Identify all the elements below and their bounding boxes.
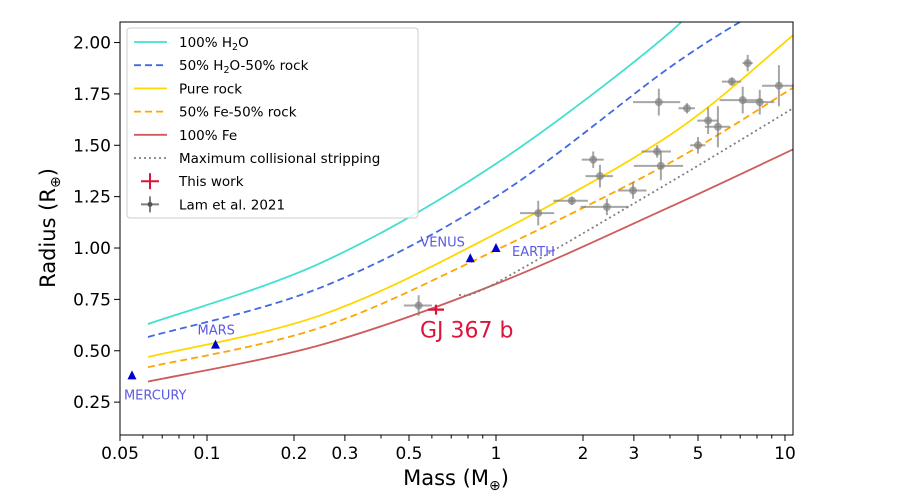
curve-5 [458,107,793,297]
legend-label: 100% H2O [179,35,249,53]
legend-swatch [147,201,153,207]
x-tick-label: 0.5 [395,444,422,464]
legend: 100% H2O 50% H2O-50% rock Pure rock 50% Fe-… [126,27,419,219]
y-tick-label: 0.50 [73,342,111,362]
legend-label: 50% Fe-50% rock [179,105,297,121]
y-axis-label: Radius (R⊕) [36,168,64,288]
marker [727,77,736,86]
lam2021-point [519,200,555,226]
planet-marker-venus [465,253,475,263]
lam2021-point [721,77,742,86]
x-tick-label: 1 [491,444,502,464]
y-tick-label: 1.75 [73,85,111,105]
x-tick-label: 0.05 [101,444,139,464]
lam2021-point [581,151,604,168]
y-tick-label: 1.25 [73,188,111,208]
lam2021-point [633,88,681,116]
marker [704,116,713,125]
planet-label-earth: EARTH [512,245,555,260]
y-tick-label: 0.25 [73,393,111,413]
lam2021-point [762,65,794,107]
legend-label: Pure rock [179,81,242,97]
lam2021-point [743,89,775,115]
legend-box [126,27,419,219]
marker [602,202,611,211]
x-axis-label: Mass (M⊕) [403,466,509,494]
lam2021-point [580,198,629,216]
x-tick-label: 3 [628,444,639,464]
model-curves [147,22,793,383]
planet-marker-mercury [127,370,137,380]
marker [656,161,665,170]
planet-label-mercury: MERCURY [124,388,187,403]
plot-frame [119,21,794,436]
planet-marker-earth [491,243,501,253]
marker [713,122,722,131]
marker [654,98,663,107]
gj367b-label: GJ 367 b [420,319,513,344]
marker [682,104,691,113]
x-tick-label: 0.2 [280,444,307,464]
marker [774,81,783,90]
lam2021-point [553,196,588,205]
legend-label: This work [178,174,244,190]
lam2021-point [633,151,684,181]
marker [693,141,702,150]
lam2021-point [690,137,706,154]
marker [595,172,604,181]
curve-0 [147,22,683,325]
marker [743,59,752,68]
data-points: MERCURY MARS VENUS EARTH GJ 367 b [124,54,794,403]
curve-2 [147,34,793,358]
legend-label: Lam et al. 2021 [179,197,285,213]
planet-label-venus: VENUS [420,235,465,250]
curve-4 [147,148,793,383]
x-tick-label: 0.1 [193,444,220,464]
legend-label: Maximum collisional stripping [179,151,380,167]
marker [414,301,423,310]
legend-label: 50% H2O-50% rock [179,58,309,76]
y-tick-label: 1.50 [73,136,111,156]
y-tick-label: 2.00 [73,34,111,54]
marker [589,155,598,164]
lam2021-point [585,164,613,188]
this-work-point [427,304,444,315]
y-tick-label: 0.75 [73,290,111,310]
lam2021-point [678,103,695,114]
x-tick-label: 2 [578,444,589,464]
lam2021-point [617,182,647,199]
legend-label: 100% Fe [179,128,237,144]
x-tick-label: 5 [693,444,704,464]
lam2021-point [719,86,763,114]
marker [653,147,662,156]
lam2021-point [403,295,432,316]
curve-1 [147,22,742,338]
marker [534,209,543,218]
x-tick-label: 10 [774,444,796,464]
lam2021-point [742,54,753,72]
marker [755,98,764,107]
marker [567,196,576,205]
lam2021-point [704,106,730,148]
axes: 0.05 0.1 0.2 0.3 0.5 1 2 3 5 10 0.25 0.50 0.75 1.00 1.… [73,21,796,464]
lam2021-point [697,107,719,134]
y-tick-label: 1.00 [73,239,111,259]
planet-label-mars: MARS [197,324,234,339]
x-tick-label: 0.3 [331,444,358,464]
planet-marker-mars [210,339,220,349]
lam2021-point [641,145,671,158]
marker [629,186,638,195]
